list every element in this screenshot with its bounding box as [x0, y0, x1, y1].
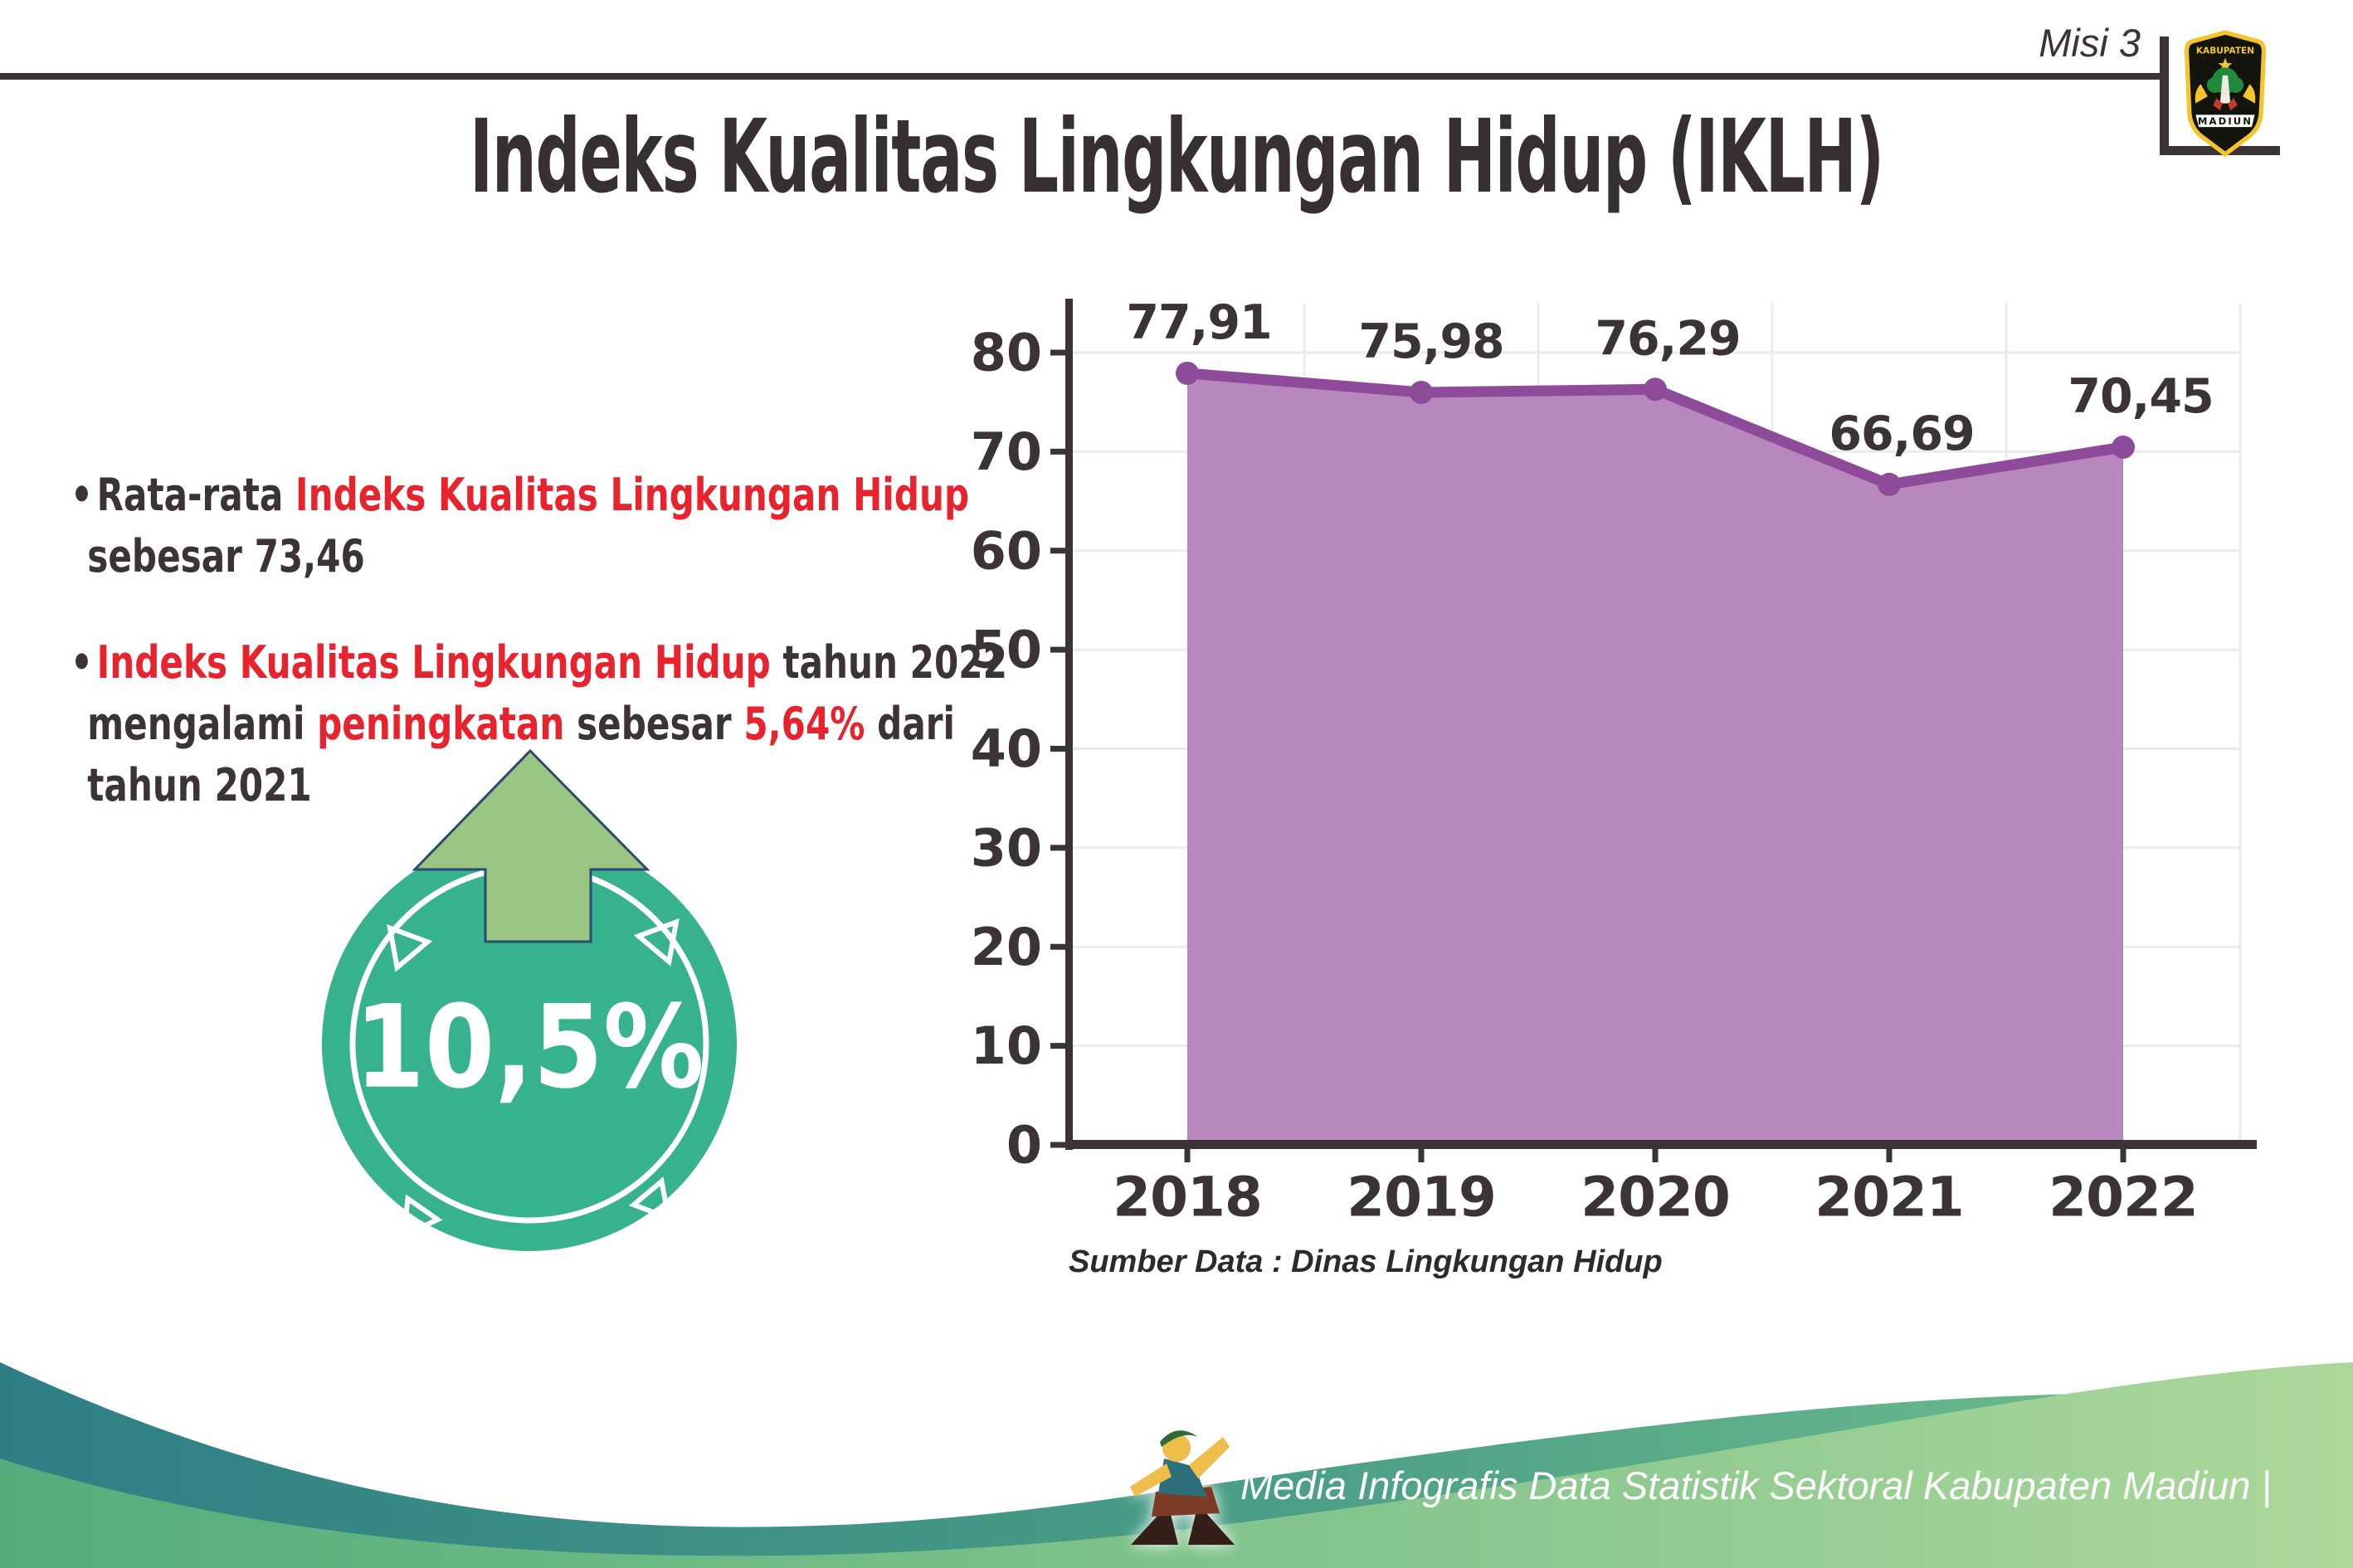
- bullet-line: •Indeks Kualitas Lingkungan Hidup tahun …: [71, 632, 1007, 694]
- y-tick-label: 30: [971, 817, 1042, 878]
- y-tick-label: 40: [971, 718, 1042, 779]
- misi-label: Misi 3: [2039, 21, 2141, 65]
- up-arrow-icon: [412, 748, 650, 943]
- y-tick: [1050, 1142, 1065, 1148]
- y-tick: [1050, 746, 1065, 752]
- value-label: 76,29: [1595, 311, 1740, 366]
- x-tick-label: 2018: [1113, 1166, 1262, 1230]
- text-segment: Rata-rata: [96, 469, 295, 521]
- logo-top-text: KABUPATEN: [2196, 46, 2254, 56]
- y-tick: [1050, 548, 1065, 554]
- y-tick: [1050, 349, 1065, 356]
- y-tick-label: 50: [971, 620, 1042, 680]
- bullet-line: •Rata-rata Indeks Kualitas Lingkungan Hi…: [71, 465, 977, 526]
- bullet-line: tahun 2021: [71, 755, 977, 816]
- x-tick: [1886, 1149, 1893, 1162]
- x-tick-label: 2019: [1347, 1166, 1496, 1230]
- value-label: 75,98: [1358, 314, 1503, 369]
- text-segment: tahun 2022: [770, 636, 1007, 689]
- dancer-mascot-icon: [1130, 1430, 1235, 1545]
- bullet-list: •Rata-rata Indeks Kualitas Lingkungan Hi…: [71, 465, 1007, 861]
- bullet-item-1: •Rata-rata Indeks Kualitas Lingkungan Hi…: [71, 465, 977, 587]
- badge-spark-top-left: [387, 923, 433, 972]
- text-segment: sebesar 73,46: [87, 530, 365, 582]
- text-segment: peningkatan: [317, 698, 565, 750]
- logo-monument: [2219, 75, 2231, 104]
- value-label: 66,69: [1829, 407, 1974, 461]
- badge-spark-top-right: [633, 918, 680, 967]
- mascot-hat: [1160, 1430, 1198, 1447]
- y-tick: [1050, 1043, 1065, 1049]
- logo-tree-right: [2228, 76, 2244, 93]
- text-segment: mengalami: [87, 698, 318, 750]
- text-segment: Indeks Kualitas Lingkungan Hidup: [295, 469, 970, 521]
- y-tick-label: 10: [971, 1015, 1042, 1076]
- logo-left-wing: [2195, 84, 2208, 104]
- footer-waves: [0, 1362, 2353, 1568]
- x-tick: [1418, 1149, 1425, 1162]
- logo-flame-left: [2213, 98, 2223, 111]
- text-segment: dari: [865, 698, 955, 750]
- x-tick-label: 2022: [2049, 1166, 2198, 1230]
- x-tick-label: 2020: [1581, 1166, 1730, 1230]
- y-tick-label: 70: [971, 421, 1042, 482]
- wave-green: [0, 1362, 2353, 1568]
- badge-value: 10,5%: [354, 980, 704, 1113]
- logo-bracket-vertical: [2160, 37, 2169, 155]
- data-point: [2112, 436, 2135, 460]
- header-rule: [0, 73, 2161, 80]
- text-segment: 5,64%: [743, 698, 865, 750]
- x-tick-label: 2021: [1815, 1166, 1964, 1230]
- text-segment: sebesar: [564, 698, 744, 750]
- x-tick: [1652, 1149, 1659, 1162]
- bullet-line: sebesar 73,46: [71, 526, 977, 587]
- x-tick: [2120, 1149, 2126, 1162]
- bullet-item-2: •Indeks Kualitas Lingkungan Hidup tahun …: [71, 632, 1007, 816]
- text-segment: Indeks Kualitas Lingkungan Hidup: [96, 636, 771, 689]
- badge-spark-bottom-left: [401, 1194, 443, 1240]
- text-segment: tahun 2021: [87, 759, 312, 811]
- badge-spark-bottom-right: [628, 1176, 672, 1222]
- data-point: [1878, 472, 1901, 496]
- logo-ribbon: [2193, 113, 2258, 129]
- data-point: [1410, 380, 1433, 404]
- logo-bottom-text: MADIUN: [2198, 115, 2253, 127]
- bullet-dot-icon: •: [71, 469, 93, 521]
- bullet-line: mengalami peningkatan sebesar 5,64% dari: [71, 694, 977, 755]
- y-tick-label: 80: [971, 323, 1042, 383]
- y-tick: [1050, 943, 1065, 950]
- chart-source: Sumber Data : Dinas Lingkungan Hidup: [1069, 1244, 1663, 1279]
- logo-right-wing: [2243, 84, 2256, 104]
- y-tick-label: 60: [971, 520, 1042, 581]
- logo-tree-left: [2206, 76, 2223, 93]
- y-tick: [1050, 448, 1065, 455]
- series-area: [1187, 373, 2123, 1144]
- y-axis-line: [1065, 299, 1073, 1150]
- y-tick: [1050, 845, 1065, 851]
- increase-badge: 10,5%: [322, 748, 737, 1251]
- x-axis-line: [1065, 1140, 2257, 1149]
- value-label: 70,45: [2068, 369, 2213, 424]
- footer-caption: Media Infografis Data Statistik Sektoral…: [1240, 1463, 2272, 1507]
- data-point: [1644, 377, 1667, 402]
- y-tick-label: 20: [971, 917, 1042, 977]
- mascot-right-leg: [1188, 1504, 1235, 1545]
- mascot-right-arm: [1189, 1437, 1230, 1478]
- x-tick: [1184, 1149, 1191, 1162]
- y-tick-label: 0: [1006, 1115, 1042, 1176]
- mascot-left-arm: [1130, 1463, 1172, 1497]
- value-label: 77,91: [1126, 295, 1271, 350]
- kabupaten-madiun-logo-icon: KABUPATEN MADIUN: [2184, 30, 2267, 158]
- iklh-area-chart: 0 10 20 30 40 50 60 70 80 2018 2019 2020 2021 2022 77,…: [971, 295, 2257, 1230]
- logo-flame-right: [2228, 98, 2238, 111]
- data-point: [1176, 361, 1199, 385]
- y-tick: [1050, 646, 1065, 653]
- bullet-dot-icon: •: [71, 636, 93, 689]
- page-title: Indeks Kualitas Lingkungan Hidup (IKLH): [470, 98, 1884, 216]
